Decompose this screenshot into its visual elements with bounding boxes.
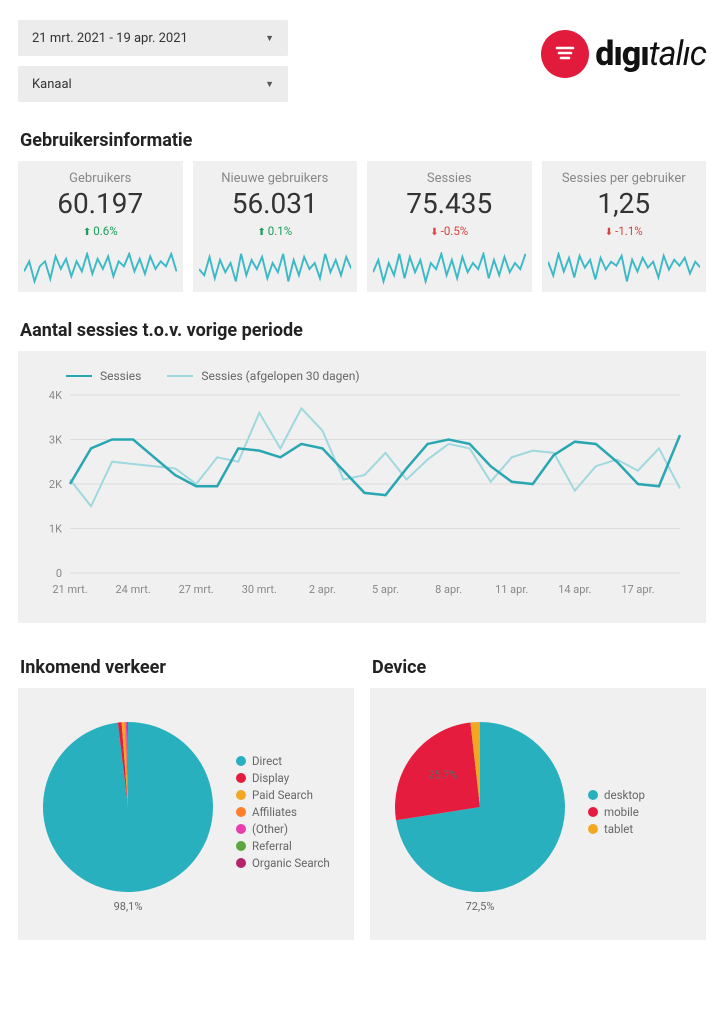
pie-legend-item: Referral: [236, 839, 330, 853]
sessions-legend: Sessies Sessies (afgelopen 30 dagen): [66, 369, 688, 383]
svg-text:25,7%: 25,7%: [428, 769, 457, 782]
kpi-card: Gebruikers60.197 ⬆0.6%: [18, 161, 183, 292]
pie-legend-item: Affiliates: [236, 805, 330, 819]
svg-text:2 apr.: 2 apr.: [309, 583, 336, 596]
sessions-chart-panel: Sessies Sessies (afgelopen 30 dagen) 0 1K…: [18, 351, 706, 623]
chevron-down-icon: ▼: [265, 33, 274, 44]
incoming-pie-legend: Direct Display Paid Search Affiliates (Other…: [236, 751, 330, 873]
kpi-delta: ⬇-1.1%: [548, 224, 701, 238]
kpi-value: 1,25: [548, 186, 701, 222]
kpi-card: Sessies75.435 ⬇-0.5%: [367, 161, 532, 292]
kpi-sparkline: [548, 252, 701, 286]
svg-text:5 apr.: 5 apr.: [372, 583, 399, 596]
sessions-line-chart: 0 1K 2K 3K 4K 21 mrt. 24 mrt. 27 mrt. 30 mrt. 2 a…: [36, 391, 686, 601]
svg-text:2K: 2K: [49, 478, 62, 491]
svg-text:21 mrt.: 21 mrt.: [52, 583, 87, 596]
pie-legend-item: tablet: [588, 822, 645, 836]
legend-previous: Sessies (afgelopen 30 dagen): [201, 369, 359, 383]
section-title-sessions: Aantal sessies t.o.v. vorige periode: [20, 320, 706, 341]
svg-text:72,5%: 72,5%: [466, 900, 495, 913]
channel-dropdown[interactable]: Kanaal ▼: [18, 66, 288, 102]
svg-text:3K: 3K: [49, 434, 62, 447]
kpi-value: 75.435: [373, 186, 526, 222]
pie-legend-item: desktop: [588, 788, 645, 802]
pie-legend-item: Organic Search: [236, 856, 330, 870]
channel-value: Kanaal: [32, 77, 72, 92]
kpi-delta: ⬇-0.5%: [373, 224, 526, 238]
svg-text:11 apr.: 11 apr.: [495, 583, 528, 596]
brand-logo: dıgıtalıc: [541, 20, 706, 78]
device-pie-chart: 72,5% 25,7%: [380, 702, 580, 922]
date-range-value: 21 mrt. 2021 - 19 apr. 2021: [32, 31, 188, 46]
pie-legend-item: Direct: [236, 754, 330, 768]
section-title-device: Device: [372, 657, 706, 678]
logo-text: dıgıtalıc: [595, 34, 706, 74]
section-title-incoming: Inkomend verkeer: [20, 657, 354, 678]
kpi-label: Nieuwe gebruikers: [199, 171, 352, 186]
svg-text:27 mrt.: 27 mrt.: [179, 583, 214, 596]
svg-text:24 mrt.: 24 mrt.: [115, 583, 150, 596]
kpi-delta: ⬆0.1%: [199, 224, 352, 238]
svg-text:14 apr.: 14 apr.: [558, 583, 591, 596]
pie-legend-item: mobile: [588, 805, 645, 819]
kpi-row: Gebruikers60.197 ⬆0.6% Nieuwe gebruikers56…: [18, 161, 706, 292]
kpi-label: Sessies per gebruiker: [548, 171, 701, 186]
kpi-value: 60.197: [24, 186, 177, 222]
logo-badge-icon: [541, 30, 589, 78]
svg-text:1K: 1K: [49, 523, 62, 536]
kpi-label: Gebruikers: [24, 171, 177, 186]
section-title-user-info: Gebruikersinformatie: [20, 130, 706, 151]
svg-text:98,1%: 98,1%: [114, 900, 143, 913]
svg-text:17 apr.: 17 apr.: [621, 583, 654, 596]
kpi-card: Sessies per gebruiker1,25 ⬇-1.1%: [542, 161, 707, 292]
kpi-label: Sessies: [373, 171, 526, 186]
pie-legend-item: Display: [236, 771, 330, 785]
device-pie-legend: desktop mobile tablet: [588, 785, 645, 839]
pie-legend-item: Paid Search: [236, 788, 330, 802]
svg-text:30 mrt.: 30 mrt.: [242, 583, 277, 596]
kpi-sparkline: [24, 252, 177, 286]
legend-current: Sessies: [100, 369, 141, 383]
incoming-pie-chart: 98,1%: [28, 702, 228, 922]
kpi-sparkline: [199, 252, 352, 286]
kpi-card: Nieuwe gebruikers56.031 ⬆0.1%: [193, 161, 358, 292]
kpi-sparkline: [373, 252, 526, 286]
svg-text:0: 0: [56, 567, 62, 580]
kpi-value: 56.031: [199, 186, 352, 222]
incoming-pie-panel: 98,1% Direct Display Paid Search Affiliates…: [18, 688, 354, 940]
device-pie-panel: 72,5% 25,7% desktop mobile tablet: [370, 688, 706, 940]
svg-text:8 apr.: 8 apr.: [435, 583, 462, 596]
chevron-down-icon: ▼: [265, 79, 274, 90]
date-range-dropdown[interactable]: 21 mrt. 2021 - 19 apr. 2021 ▼: [18, 20, 288, 56]
svg-text:4K: 4K: [49, 391, 62, 402]
pie-legend-item: (Other): [236, 822, 330, 836]
kpi-delta: ⬆0.6%: [24, 224, 177, 238]
